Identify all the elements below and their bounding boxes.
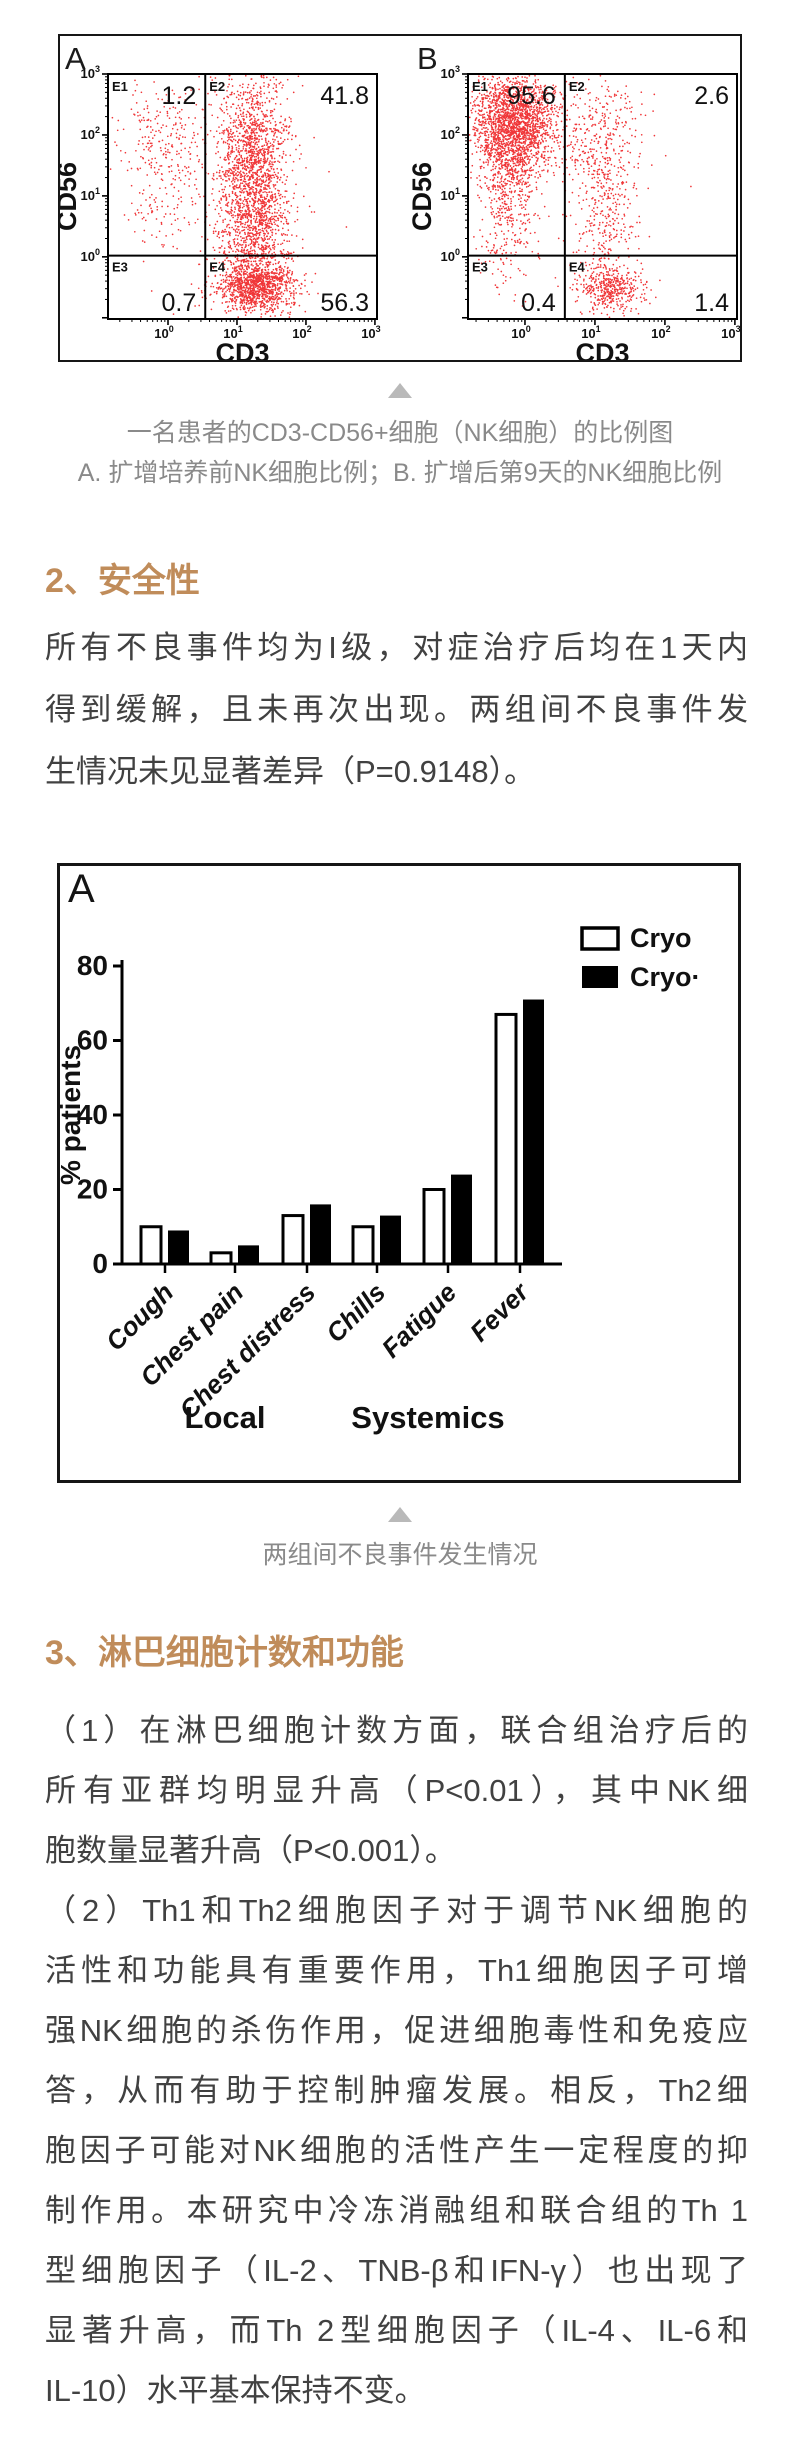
svg-text:Fatigue: Fatigue	[376, 1277, 463, 1364]
svg-text:20: 20	[77, 1174, 108, 1205]
svg-text:101: 101	[81, 186, 100, 203]
section3-heading: 3、淋巴细胞计数和功能	[45, 1634, 404, 1672]
paragraph-line: 答，从而有助于控制肿瘤发展。相反，Th2细	[45, 2073, 748, 2108]
paragraph-line: IL-10）水平基本保持不变。	[45, 2373, 426, 2408]
svg-text:101: 101	[441, 186, 460, 203]
svg-text:E4: E4	[569, 260, 586, 275]
svg-text:103: 103	[441, 64, 460, 81]
svg-text:0.7: 0.7	[161, 289, 196, 317]
caption-line: 两组间不良事件发生情况	[262, 1541, 538, 1569]
svg-text:B: B	[417, 41, 438, 76]
svg-text:% patients: % patients	[60, 1045, 86, 1185]
svg-text:103: 103	[721, 324, 740, 341]
paragraph-line: 强NK细胞的杀伤作用，促进细胞毒性和免疫应	[45, 2013, 748, 2048]
svg-text:102: 102	[81, 125, 100, 142]
paragraph-line: 得到缓解，且未再次出现。两组间不良事件发	[45, 692, 748, 727]
figure-nk-cell-proportion: 100 101 102 103 100 101 102 103 CD3 CD56 A E1 E2 E3 E4…	[58, 34, 742, 362]
svg-text:100: 100	[81, 247, 100, 264]
svg-text:Local: Local	[185, 1400, 266, 1435]
svg-text:2.6: 2.6	[694, 82, 729, 110]
paragraph-line: 胞数量显著升高（P<0.001）。	[45, 1833, 456, 1868]
paragraph-line: 胞因子可能对NK细胞的活性产生一定程度的抑	[45, 2133, 748, 2168]
paragraph-line: 型细胞因子（IL-2、TNB-β和IFN-γ）也出现了	[45, 2253, 748, 2288]
svg-text:CD56: CD56	[60, 162, 82, 231]
svg-text:E1: E1	[472, 79, 488, 94]
caption-triangle-icon	[388, 1507, 412, 1522]
svg-text:E4: E4	[209, 260, 226, 275]
paragraph-line: 显著升高，而Th 2型细胞因子（IL-4、IL-6和	[45, 2313, 748, 2348]
svg-text:Cryo: Cryo	[630, 923, 692, 953]
paragraph-line: 生情况未见显著差异（P=0.9148）。	[45, 754, 536, 789]
svg-text:0: 0	[92, 1248, 108, 1279]
svg-text:40: 40	[77, 1099, 108, 1130]
figure1-caption: 一名患者的CD3-CD56+细胞（NK细胞）的比例图 A. 扩增培养前NK细胞比例…	[0, 413, 800, 493]
svg-text:60: 60	[77, 1025, 108, 1056]
svg-text:CD56: CD56	[407, 162, 437, 231]
caption-line: A. 扩增培养前NK细胞比例；B. 扩增后第9天的NK细胞比例	[77, 459, 723, 487]
svg-text:95.6: 95.6	[507, 82, 556, 110]
paragraph-line: 活性和功能具有重要作用，Th1细胞因子可增	[45, 1953, 748, 1988]
svg-text:CD3: CD3	[575, 338, 629, 360]
svg-text:103: 103	[361, 324, 380, 341]
svg-text:E3: E3	[472, 260, 488, 275]
svg-text:80: 80	[77, 950, 108, 981]
svg-text:100: 100	[441, 247, 460, 264]
svg-text:102: 102	[292, 324, 311, 341]
svg-text:102: 102	[441, 125, 460, 142]
svg-text:1.4: 1.4	[694, 289, 729, 317]
svg-text:Cryo·: Cryo·	[630, 962, 701, 992]
paragraph-line: （2）Th1和Th2细胞因子对于调节NK细胞的	[45, 1893, 748, 1928]
svg-text:E2: E2	[209, 79, 225, 94]
caption-line: 一名患者的CD3-CD56+细胞（NK细胞）的比例图	[126, 419, 674, 447]
svg-text:102: 102	[651, 324, 670, 341]
svg-text:Systemics: Systemics	[351, 1400, 504, 1435]
svg-text:1.2: 1.2	[161, 82, 196, 110]
figure2-caption: 两组间不良事件发生情况	[0, 1535, 800, 1575]
svg-text:41.8: 41.8	[320, 82, 369, 110]
svg-text:0.4: 0.4	[521, 289, 556, 317]
svg-text:E1: E1	[112, 79, 128, 94]
paragraph-line: 所有亚群均明显升高（P<0.01），其中NK细	[45, 1773, 748, 1808]
svg-text:E2: E2	[569, 79, 585, 94]
svg-text:100: 100	[511, 324, 530, 341]
paragraph-line: 制作用。本研究中冷冻消融组和联合组的Th 1	[45, 2193, 748, 2228]
section3-paragraphs: （1）在淋巴细胞计数方面，联合组治疗后的 所有亚群均明显升高（P<0.01），其中…	[45, 1701, 748, 2421]
section2-heading: 2、安全性	[45, 562, 200, 600]
svg-text:A: A	[65, 41, 86, 76]
section2-paragraph: 所有不良事件均为I级，对症治疗后均在1天内 得到缓解，且未再次出现。两组间不良事件…	[45, 617, 748, 803]
paragraph-line: （1）在淋巴细胞计数方面，联合组治疗后的	[45, 1713, 748, 1748]
svg-text:A: A	[68, 867, 95, 911]
caption-triangle-icon	[388, 383, 412, 398]
svg-text:Fever: Fever	[464, 1276, 536, 1348]
svg-text:100: 100	[154, 324, 173, 341]
svg-text:E3: E3	[112, 260, 128, 275]
paragraph-line: 所有不良事件均为I级，对症治疗后均在1天内	[45, 630, 748, 665]
svg-text:CD3: CD3	[215, 338, 269, 360]
svg-text:56.3: 56.3	[320, 289, 369, 317]
